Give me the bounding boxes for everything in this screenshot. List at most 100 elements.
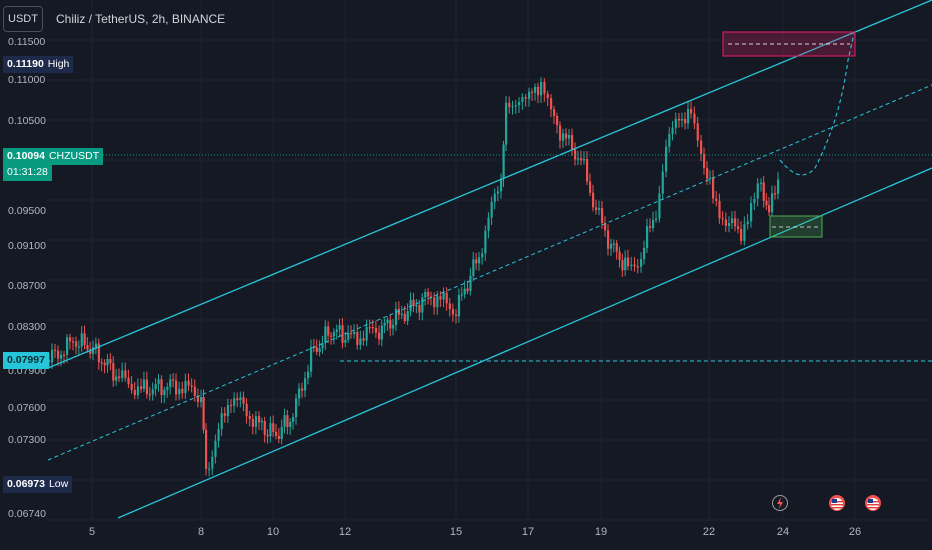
candle-body (178, 388, 181, 395)
candle-body (753, 198, 756, 204)
price-tick: 0.11500 (8, 36, 46, 48)
candle-body (540, 81, 543, 96)
candle-body (260, 421, 264, 423)
candle-body (184, 380, 187, 394)
candle-body (109, 358, 112, 364)
time-tick: 12 (338, 526, 352, 538)
candle-body (706, 167, 709, 179)
currency-unit-button[interactable]: USDT (3, 6, 43, 32)
candle-body (233, 398, 236, 406)
candle-body (332, 331, 336, 337)
candle-body (528, 91, 531, 99)
us-flag-icon[interactable] (829, 495, 845, 511)
candle-body (77, 346, 81, 348)
candle-body (768, 205, 771, 213)
candle-body (750, 203, 753, 222)
candle-body (169, 379, 172, 387)
candle-body (208, 468, 211, 470)
price-tick: 0.09500 (8, 205, 46, 217)
price-tick: 0.07600 (8, 402, 46, 414)
candle-body (624, 257, 627, 271)
candle-body (427, 292, 430, 297)
price-tick: 0.08300 (8, 321, 46, 333)
candle-body (89, 349, 92, 354)
candle-body (148, 394, 151, 396)
candle-body (612, 243, 616, 245)
candle-body (245, 403, 248, 417)
bar-countdown: 01:31:28 (3, 164, 52, 181)
candle-body (356, 331, 359, 345)
price-tick: 0.09100 (8, 240, 46, 252)
candle-body (341, 325, 344, 343)
candle-body (318, 348, 321, 352)
lightning-icon[interactable] (772, 495, 788, 511)
candle-body (703, 153, 706, 168)
us-flag-icon[interactable] (865, 495, 881, 511)
candle-body (330, 335, 333, 337)
candle-body (496, 191, 500, 194)
candle-body (478, 257, 481, 264)
candle-body (633, 264, 636, 267)
candle-body (406, 311, 409, 322)
price-tick: 0.06740 (8, 508, 46, 520)
candle-body (463, 288, 466, 295)
time-tick: 22 (702, 526, 716, 538)
candle-body (115, 376, 118, 381)
candle-body (263, 421, 266, 435)
candle-body (610, 244, 613, 249)
grid-lines (46, 0, 932, 521)
candle-body (562, 133, 565, 141)
candle-body (409, 299, 412, 312)
candle-body (460, 294, 463, 296)
candle-body (211, 456, 214, 469)
high-price-value: 0.11190 (7, 58, 44, 70)
flag-glyph (867, 498, 879, 510)
candle-body (226, 405, 230, 416)
candle-body (275, 431, 278, 436)
candle-body (580, 158, 583, 161)
price-axis[interactable]: USDT 0.11500 0.11000 0.10500 0.09500 0.0… (0, 0, 104, 520)
candle-body (97, 343, 100, 363)
candle-body (568, 135, 571, 139)
candle-body (598, 208, 601, 210)
candle-body (481, 253, 484, 258)
candle-body (130, 384, 133, 390)
candle-body (524, 97, 527, 99)
candle-body (531, 91, 534, 94)
candle-body (721, 218, 724, 220)
candle-body (500, 178, 503, 192)
candle-body (448, 303, 451, 310)
candle-body (196, 395, 200, 402)
candle-body (286, 415, 289, 427)
low-price-value: 0.06973 (7, 478, 45, 490)
symbol-title[interactable]: Chiliz / TetherUS, 2h, BINANCE (56, 12, 226, 26)
candle-body (592, 192, 595, 208)
candle-body (380, 325, 383, 340)
candle-body (344, 339, 347, 343)
candle-body (403, 313, 406, 322)
candle-body (424, 292, 427, 298)
candle-body (696, 123, 699, 141)
candle-body (469, 275, 472, 292)
price-tick: 0.07300 (8, 434, 46, 446)
candle-body (371, 327, 374, 329)
candle-body (266, 434, 269, 437)
candle-body (690, 109, 693, 114)
candle-body (350, 333, 353, 335)
current-price-tag: 0.10094 CHZUSDT (3, 148, 104, 165)
time-tick: 24 (776, 526, 790, 538)
candle-body (118, 376, 121, 379)
candle-body (269, 423, 272, 437)
time-tick: 10 (266, 526, 280, 538)
candle-body (671, 127, 674, 134)
candle-body (112, 363, 115, 381)
candle-body (684, 118, 687, 124)
candle-body (574, 149, 577, 160)
candle-body (734, 218, 737, 227)
drawing-tools[interactable] (46, 0, 932, 519)
candle-body (157, 379, 160, 385)
candle-body (589, 181, 592, 193)
candle-body (175, 380, 178, 395)
